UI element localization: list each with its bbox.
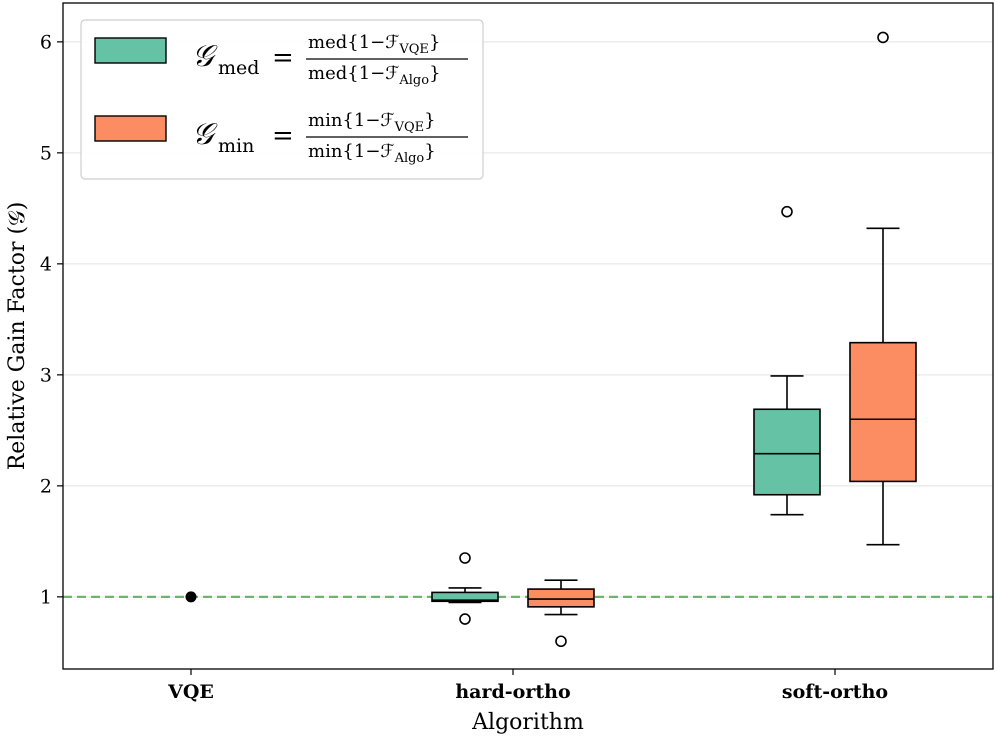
y-tick-label: 2 [40, 475, 52, 497]
outlier [781, 205, 793, 218]
G_min-box-hard-ortho [527, 579, 595, 648]
legend-numerator-end: } [424, 110, 435, 131]
legend-equals: = [272, 121, 294, 151]
y-axis-title: Relative Gain Factor (𝒢) [5, 202, 30, 471]
iqr-box [849, 341, 917, 483]
iqr-box [431, 591, 499, 603]
legend-frame [80, 19, 484, 180]
y-tick-label: 5 [40, 142, 52, 164]
G_med-box-hard-ortho [431, 552, 499, 625]
vqe-point [185, 591, 197, 603]
legend-denominator-subscript: Algo [394, 151, 425, 166]
x-tick-label-vqe: VQE [167, 681, 214, 703]
legend-numerator-end: } [429, 32, 440, 53]
outlier [555, 635, 567, 648]
legend-symbol-subscript: med [218, 57, 259, 79]
legend-denominator-subscript: Algo [398, 73, 429, 88]
x-tick-label-hard-ortho: hard-ortho [455, 681, 570, 703]
legend-denominator-end: } [429, 63, 440, 84]
legend-symbol-subscript: min [218, 135, 254, 157]
iqr-box [753, 408, 821, 496]
x-axis-title: Algorithm [471, 710, 584, 735]
legend-swatch [94, 37, 167, 64]
plot-frame [62, 2, 994, 670]
iqr-box [527, 588, 595, 608]
outlier [459, 552, 471, 564]
y-tick-label: 4 [40, 253, 52, 275]
outlier [459, 613, 471, 625]
legend-numerator-subscript: VQE [394, 120, 425, 135]
G_min-box-soft-ortho [849, 31, 917, 546]
legend-numerator-subscript: VQE [398, 42, 429, 57]
y-tick-label: 3 [40, 364, 52, 386]
legend-equals: = [272, 43, 294, 73]
x-tick-label-soft-ortho: soft-ortho [782, 681, 888, 703]
G_med-box-soft-ortho [753, 205, 821, 516]
legend-denominator-end: } [424, 141, 435, 162]
axis-layer: 1 2 3 4 5 6 VQE hard-ortho soft-ortho [40, 31, 888, 703]
y-tick-label: 1 [40, 586, 52, 608]
box-layer [185, 31, 917, 648]
y-tick-label: 6 [40, 31, 52, 53]
legend-swatch [94, 115, 167, 142]
outlier [877, 31, 889, 44]
